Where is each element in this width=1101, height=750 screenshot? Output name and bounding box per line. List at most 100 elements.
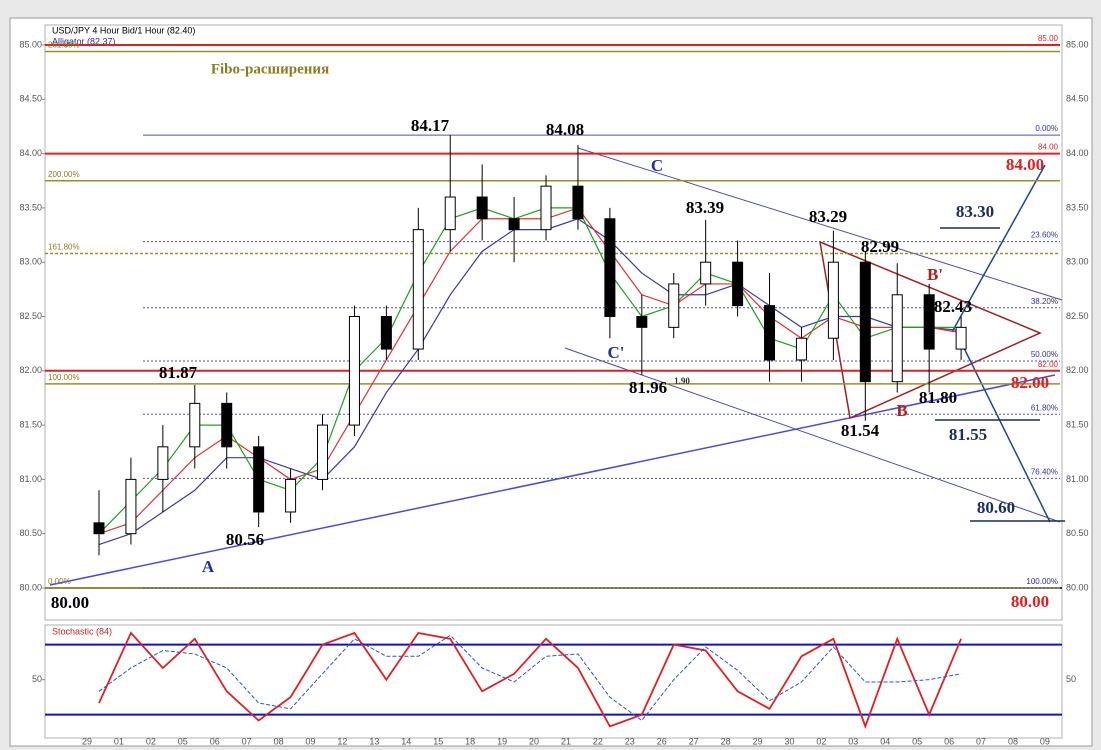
fibo-retracement-label: 100.00%	[1026, 577, 1058, 586]
fibo-retracement-label: 23.60%	[1031, 231, 1058, 240]
x-tick-label: 02	[146, 736, 156, 746]
y-tick-label: 83.50	[1066, 202, 1089, 212]
candle-body	[317, 424, 329, 480]
y-tick-label: 81.00	[1066, 474, 1089, 484]
candle-body	[444, 196, 456, 231]
x-tick-label: 15	[433, 736, 443, 746]
candle-body	[508, 218, 520, 231]
x-tick-label: 12	[337, 736, 347, 746]
x-tick-label: 06	[210, 736, 220, 746]
x-tick-label: 26	[657, 736, 667, 746]
annotation: 84.00	[1006, 155, 1044, 174]
candle-body	[859, 261, 871, 383]
projection-up	[951, 164, 1046, 333]
fibo-retracement-label: 0.00%	[1035, 124, 1058, 133]
fibo-extension-label: 0.00%	[48, 577, 71, 586]
annotation: 82.99	[861, 237, 899, 256]
candle-body	[189, 402, 201, 448]
candle-body	[827, 261, 839, 339]
y-tick-label: 82.50	[1066, 311, 1089, 321]
candle-body	[923, 294, 935, 350]
channel-c-prime	[564, 347, 1061, 523]
annotation: Fibo-расширения	[211, 61, 329, 77]
x-tick-label: 22	[593, 736, 603, 746]
x-tick-label: 13	[369, 736, 379, 746]
x-tick-label: 20	[529, 736, 539, 746]
annotation: 83.30	[956, 202, 994, 221]
red-level-label: 82.00	[1038, 360, 1059, 369]
y-tick-label: 80.00	[1066, 582, 1089, 592]
y-tick-label: 85.00	[1066, 39, 1089, 49]
candle-body	[93, 522, 105, 535]
fibo-retracement-label: 50.00%	[1031, 350, 1058, 359]
y-tick-label: 80.50	[1066, 528, 1089, 538]
annotation: 81.55	[949, 425, 987, 444]
y-tick-label: 83.00	[1066, 257, 1089, 267]
candle-body	[700, 261, 712, 285]
x-tick-label: 18	[465, 736, 475, 746]
fibo-retracement-label: 76.40%	[1031, 467, 1058, 476]
y-tick-label: 82.00	[19, 365, 42, 375]
fibo-retracement-label: 61.80%	[1031, 403, 1058, 412]
x-tick-label: 09	[1040, 736, 1050, 746]
x-tick-label: 30	[784, 736, 794, 746]
y-tick-label: 81.50	[1066, 419, 1089, 429]
chart-subtitle: Alligator (82.37)	[52, 36, 116, 46]
annotation: B'	[927, 265, 943, 284]
annotation: 82.43	[934, 297, 972, 316]
x-tick-label: 03	[848, 736, 858, 746]
x-tick-label: 07	[976, 736, 986, 746]
annotation: 83.29	[809, 207, 847, 226]
y-tick-label: 80.00	[19, 582, 42, 592]
series-line	[98, 634, 962, 722]
fibo-extension-label: 161.80%	[48, 243, 80, 252]
candle-body	[732, 261, 744, 307]
x-tick-label: 01	[114, 736, 124, 746]
x-tick-label: 08	[1008, 736, 1018, 746]
x-tick-label: 09	[306, 736, 316, 746]
x-tick-label: 29	[753, 736, 763, 746]
series-line	[98, 207, 962, 535]
candle-body	[253, 446, 265, 513]
x-tick-label: 28	[721, 736, 731, 746]
annotation: 81.54	[841, 421, 880, 440]
y-tick-label: 84.50	[19, 94, 42, 104]
x-tick-label: 06	[944, 736, 954, 746]
x-tick-label: 07	[242, 736, 252, 746]
candle-body	[221, 402, 233, 448]
annotation: A	[202, 557, 215, 576]
candle-body	[636, 316, 648, 328]
annotation: 80.56	[226, 530, 264, 549]
x-tick-label: 27	[689, 736, 699, 746]
annotation: 82.00	[1011, 373, 1049, 392]
candle-body	[955, 326, 967, 350]
y-tick-label: 81.00	[19, 474, 42, 484]
price-panel	[44, 24, 1063, 621]
chart-title: USD/JPY 4 Hour Bid/1 Hour (82.40)	[52, 25, 195, 35]
x-tick-label: 29	[82, 736, 92, 746]
x-tick-label: 23	[625, 736, 635, 746]
x-tick-label: 05	[912, 736, 922, 746]
y-tick-label: 82.50	[19, 311, 42, 321]
x-tick-label: 05	[178, 736, 188, 746]
series-line	[98, 631, 962, 729]
annotation: 80.00	[51, 593, 89, 612]
y-tick-label: 81.50	[19, 419, 42, 429]
annotation: 1.90	[674, 376, 690, 386]
annotation: 81.87	[159, 363, 198, 382]
candle-body	[157, 446, 169, 480]
fibo-extension-label: 100.00%	[48, 373, 80, 382]
annotation: C	[651, 156, 663, 175]
x-tick-label: 02	[816, 736, 826, 746]
annotation: 84.08	[546, 120, 584, 139]
stochastic-panel	[44, 624, 1063, 739]
candle-body	[348, 316, 360, 426]
annotation: 80.60	[977, 498, 1015, 517]
y-tick-label: 83.50	[19, 202, 42, 212]
y-tick-label: 50	[1066, 674, 1076, 684]
candle-body	[604, 218, 616, 317]
candle-body	[891, 294, 903, 383]
x-tick-label: 14	[401, 736, 411, 746]
